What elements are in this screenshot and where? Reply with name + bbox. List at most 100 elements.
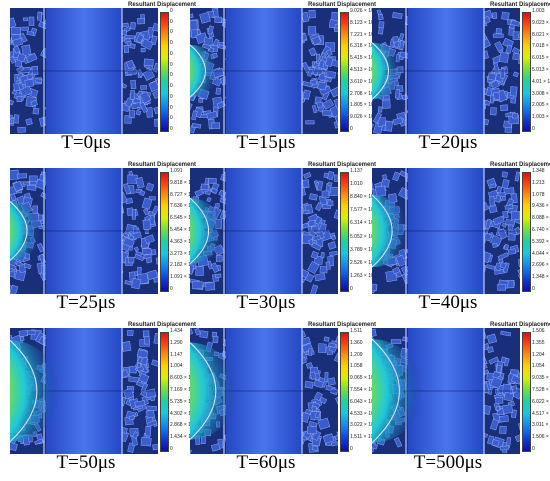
aggregate-particle bbox=[492, 12, 498, 19]
scale-tick-label: 3.789 × 10⁻¹ bbox=[350, 246, 379, 253]
aggregate-particle bbox=[500, 104, 509, 111]
aggregate-particle bbox=[490, 79, 500, 90]
legend-title: Resultant Displacement bbox=[490, 322, 550, 328]
aggregate-particle bbox=[325, 70, 337, 79]
aggregate-particle bbox=[190, 447, 192, 454]
aggregate-particle bbox=[317, 417, 331, 430]
color-scale-ticks: 1.511 1.360 1.209 1.058 9.065 × 10⁻¹ 7.554 × … bbox=[350, 328, 394, 452]
aggregate-particle bbox=[13, 82, 20, 92]
aggregate-particle bbox=[134, 400, 146, 407]
aggregate-particle bbox=[511, 211, 520, 220]
scale-tick-label: 1.137 bbox=[350, 168, 363, 174]
aggregate-particle bbox=[28, 16, 35, 26]
aggregate-particle bbox=[25, 52, 38, 64]
aggregate-particle bbox=[392, 12, 403, 19]
aggregate-particle bbox=[126, 59, 135, 70]
simulation-view bbox=[372, 328, 520, 454]
aggregate-particle bbox=[146, 405, 157, 411]
simulation-render bbox=[372, 8, 520, 134]
aggregate-particle bbox=[317, 343, 327, 354]
aggregate-particle bbox=[133, 226, 138, 234]
aggregate-particle bbox=[21, 44, 32, 57]
scale-tick-label: 7.636 × 10⁻¹ bbox=[170, 203, 199, 210]
simulation-render bbox=[190, 8, 338, 134]
aggregate-particle bbox=[490, 418, 500, 431]
aggregate-particle bbox=[324, 372, 329, 382]
aggregate-particle bbox=[142, 330, 150, 338]
aggregate-particle bbox=[311, 242, 322, 251]
time-caption: T=30μs bbox=[236, 292, 296, 313]
simulation-render bbox=[190, 168, 338, 294]
aggregate-particle bbox=[11, 27, 22, 35]
scale-tick-label: 0 bbox=[350, 446, 353, 452]
aggregate-particle bbox=[143, 58, 154, 67]
aggregate-particle bbox=[372, 442, 378, 450]
color-scale-bar bbox=[340, 332, 349, 452]
aggregate-particle bbox=[26, 73, 34, 81]
simulation-view bbox=[372, 168, 520, 294]
aggregate-particle bbox=[394, 89, 401, 99]
aggregate-particle bbox=[505, 44, 513, 54]
scale-tick-label: 7.554 × 10⁻¹ bbox=[350, 387, 379, 393]
aggregate-particle bbox=[518, 422, 520, 430]
color-scale-bar bbox=[340, 12, 349, 132]
scale-tick-label: 8.088 × 10⁻¹ bbox=[532, 215, 550, 222]
aggregate-particle bbox=[12, 37, 23, 47]
scale-tick-label: 2.182 × 10⁻¹ bbox=[170, 262, 199, 269]
time-caption: T=20μs bbox=[418, 132, 478, 153]
result-panel: Resultant Displacement 1.511 1.360 1.209 1.0… bbox=[186, 322, 378, 480]
aggregate-particle bbox=[325, 49, 333, 57]
color-scale-ticks: 1.348 1.213 1.078 9.436 × 10⁻¹ 8.088 × 10⁻¹ 6… bbox=[532, 168, 550, 292]
aggregate-particle bbox=[10, 442, 12, 454]
scale-tick-label: 0 bbox=[170, 50, 173, 57]
aggregate-particle bbox=[489, 94, 495, 104]
color-scale-ticks: 1.091 9.818 × 10⁻¹ 8.727 × 10⁻¹ 7.636 × 10⁻… bbox=[170, 168, 214, 292]
aggregate-particle bbox=[131, 209, 137, 220]
aggregate-particle bbox=[507, 19, 512, 25]
aggregate-particle bbox=[207, 25, 214, 35]
aggregate-particle bbox=[503, 243, 509, 251]
aggregate-particle bbox=[375, 185, 387, 197]
aggregate-particle bbox=[214, 16, 222, 23]
aggregate-particle bbox=[495, 185, 503, 194]
scale-tick-label: 6.740 × 10⁻¹ bbox=[532, 227, 550, 233]
aggregate-particle bbox=[311, 430, 322, 441]
aggregate-particle bbox=[303, 171, 312, 179]
aggregate-particle bbox=[503, 357, 510, 367]
aggregate-particle bbox=[146, 107, 154, 118]
aggregate-particle bbox=[327, 200, 334, 206]
aggregate-particle bbox=[392, 171, 401, 182]
aggregate-particle bbox=[377, 117, 386, 127]
aggregate-particle bbox=[308, 9, 316, 19]
aggregate-particle bbox=[24, 79, 34, 88]
aggregate-particle bbox=[135, 176, 145, 189]
aggregate-particle bbox=[510, 19, 520, 27]
aggregate-particle bbox=[132, 431, 139, 439]
result-panel: Resultant Displacement 1.091 9.818 × 10⁻¹ 8… bbox=[6, 162, 198, 320]
aggregate-particle bbox=[206, 110, 218, 120]
scale-tick-label: 9.065 × 10⁻¹ bbox=[350, 375, 379, 382]
color-scale-bar bbox=[522, 332, 531, 452]
scale-tick-label: 7.221 × 10⁻¹ bbox=[350, 31, 379, 38]
aggregate-particle bbox=[305, 362, 313, 369]
aggregate-particle bbox=[323, 336, 330, 342]
scale-tick-label: 3.011 × 10⁻¹ bbox=[532, 422, 550, 429]
aggregate-particle bbox=[510, 374, 520, 385]
time-caption: T=0μs bbox=[61, 132, 111, 153]
aggregate-particle bbox=[195, 265, 205, 277]
displacement-zone bbox=[190, 44, 219, 98]
result-panel: Resultant Displacement 1.137 1.010 8.840 × … bbox=[186, 162, 378, 320]
aggregate-particle bbox=[148, 80, 158, 93]
aggregate-particle bbox=[492, 215, 505, 226]
scale-tick-label: 0 bbox=[532, 446, 535, 452]
scale-tick-label: 0 bbox=[170, 104, 173, 111]
aggregate-particle bbox=[18, 264, 27, 273]
scale-tick-label: 1.434 × 10⁻¹ bbox=[170, 434, 199, 441]
aggregate-particle bbox=[509, 86, 518, 97]
aggregate-particle bbox=[190, 20, 198, 31]
aggregate-particle bbox=[486, 333, 498, 344]
scale-tick-label: 7.169 × 10⁻¹ bbox=[170, 387, 199, 393]
scale-tick-label: 1.263 × 10⁻¹ bbox=[350, 272, 379, 279]
legend-title: Resultant Displacement bbox=[308, 322, 377, 328]
